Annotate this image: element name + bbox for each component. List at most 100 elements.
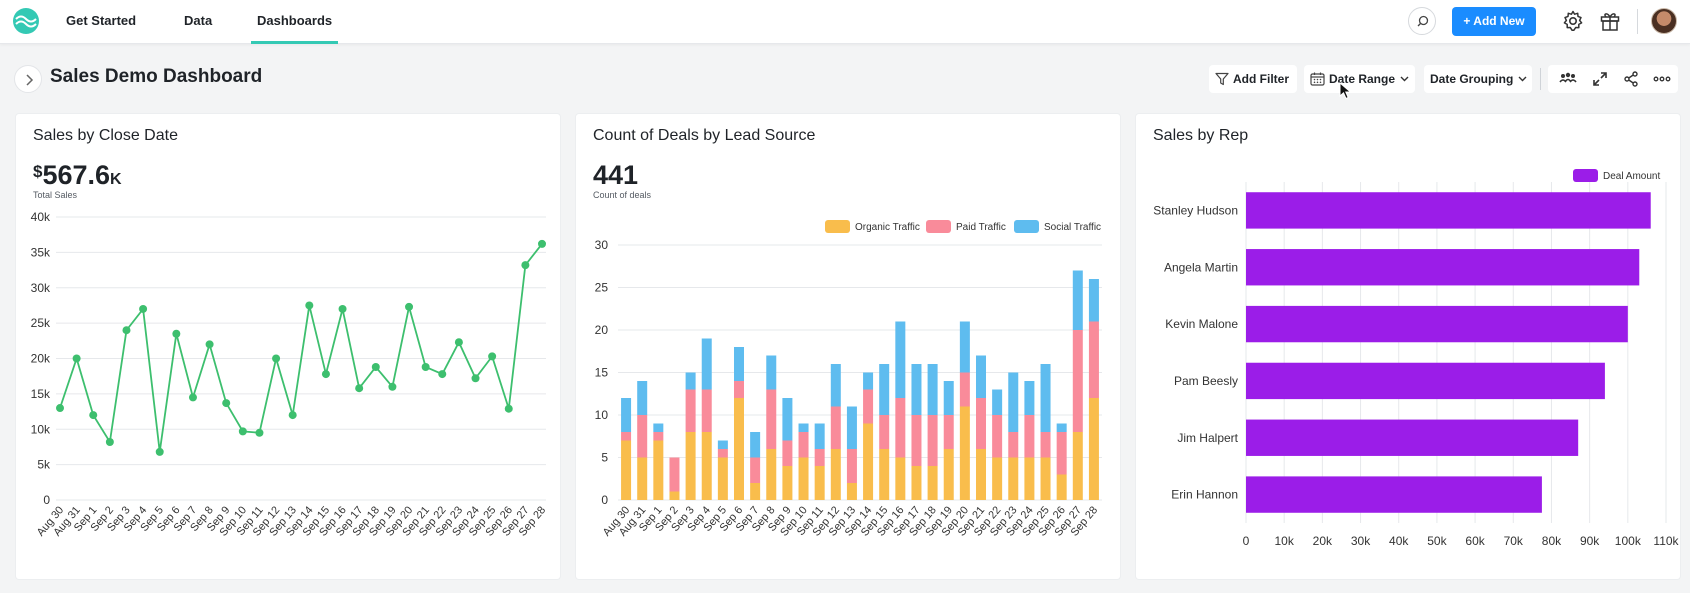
bar-segment[interactable] [798, 432, 809, 458]
bar-segment[interactable] [975, 355, 987, 399]
data-point[interactable] [471, 374, 480, 383]
data-point[interactable] [321, 370, 330, 379]
bar-segment[interactable] [685, 432, 696, 500]
bar-segment[interactable] [750, 483, 761, 500]
bar-segment[interactable] [1024, 457, 1035, 501]
bar-segment[interactable] [895, 321, 906, 399]
data-point[interactable] [405, 302, 414, 311]
bar-segment[interactable] [1056, 474, 1067, 501]
bar-segment[interactable] [717, 449, 728, 458]
bar-segment[interactable] [863, 372, 874, 390]
bar-segment[interactable] [685, 389, 696, 433]
bar-segment[interactable] [927, 364, 938, 415]
bar[interactable] [1246, 362, 1605, 400]
add-new-button[interactable]: + Add New [1452, 7, 1536, 36]
bar-segment[interactable] [943, 449, 954, 500]
more-icon[interactable] [1652, 69, 1672, 89]
bar-segment[interactable] [1024, 415, 1035, 458]
bar-segment[interactable] [766, 355, 777, 390]
bar[interactable] [1246, 249, 1640, 286]
bar-segment[interactable] [959, 372, 970, 407]
bar-segment[interactable] [669, 457, 680, 492]
bar-segment[interactable] [975, 398, 987, 449]
bar-segment[interactable] [1072, 270, 1083, 331]
logo-icon[interactable] [13, 8, 39, 34]
bar-segment[interactable] [830, 406, 841, 450]
bar-segment[interactable] [1008, 372, 1019, 433]
bar-segment[interactable] [653, 432, 664, 441]
data-point[interactable] [56, 404, 64, 413]
data-point[interactable] [122, 326, 131, 335]
bar-segment[interactable] [992, 457, 1003, 501]
search-button[interactable] [1408, 7, 1436, 35]
bar-segment[interactable] [653, 423, 664, 433]
bar-segment[interactable] [637, 457, 648, 501]
data-point[interactable] [454, 338, 463, 347]
data-point[interactable] [305, 301, 314, 310]
bar-segment[interactable] [911, 364, 922, 415]
bar-segment[interactable] [1088, 321, 1099, 399]
bar-segment[interactable] [1072, 330, 1083, 432]
date-grouping-button[interactable]: Date Grouping [1424, 65, 1532, 93]
group-icon[interactable] [1558, 69, 1578, 89]
bar-segment[interactable] [814, 423, 825, 450]
bar-segment[interactable] [943, 381, 954, 415]
bar-segment[interactable] [701, 338, 712, 390]
tab-get-started[interactable]: Get Started [66, 13, 137, 28]
bar-segment[interactable] [637, 415, 648, 458]
expand-sidebar-button[interactable] [14, 65, 42, 93]
data-point[interactable] [238, 427, 247, 436]
bar-segment[interactable] [782, 466, 793, 500]
data-point[interactable] [155, 447, 164, 456]
tab-dashboards[interactable]: Dashboards [250, 0, 339, 44]
bar-segment[interactable] [782, 440, 793, 467]
data-point[interactable] [338, 304, 347, 313]
share-icon[interactable] [1621, 69, 1641, 89]
bar-segment[interactable] [1024, 381, 1035, 415]
bar[interactable] [1246, 419, 1579, 456]
data-point[interactable] [272, 354, 281, 363]
date-range-button[interactable]: Date Range [1304, 65, 1415, 93]
bar-segment[interactable] [879, 449, 890, 500]
expand-icon[interactable] [1590, 69, 1610, 89]
bar-segment[interactable] [766, 449, 777, 500]
bar-segment[interactable] [992, 389, 1003, 416]
bar-segment[interactable] [782, 398, 793, 441]
data-point[interactable] [521, 261, 530, 270]
data-point[interactable] [172, 329, 181, 338]
bar-segment[interactable] [1040, 364, 1051, 432]
data-point[interactable] [421, 362, 430, 371]
data-point[interactable] [255, 428, 264, 437]
data-point[interactable] [538, 239, 546, 248]
data-point[interactable] [288, 411, 297, 420]
bar-segment[interactable] [621, 440, 632, 501]
bar-segment[interactable] [1040, 432, 1051, 458]
bar-segment[interactable] [798, 457, 809, 501]
bar-segment[interactable] [733, 398, 745, 500]
bar-segment[interactable] [846, 449, 857, 483]
data-point[interactable] [504, 404, 513, 413]
add-filter-button[interactable]: Add Filter [1209, 65, 1297, 93]
bar-segment[interactable] [621, 398, 632, 432]
bar-segment[interactable] [846, 406, 857, 450]
bar-segment[interactable] [669, 491, 680, 501]
bar-segment[interactable] [701, 389, 712, 433]
bar[interactable] [1246, 305, 1628, 343]
bar-segment[interactable] [685, 372, 696, 390]
bar-segment[interactable] [911, 466, 922, 500]
bar-segment[interactable] [750, 432, 761, 458]
bar-segment[interactable] [1088, 398, 1099, 500]
bar-segment[interactable] [927, 466, 938, 500]
bar-segment[interactable] [911, 415, 922, 466]
bar-segment[interactable] [766, 389, 777, 450]
bar-segment[interactable] [879, 415, 890, 449]
bar-segment[interactable] [830, 449, 841, 500]
gift-icon[interactable] [1598, 9, 1622, 33]
bar-segment[interactable] [621, 432, 632, 441]
bar-segment[interactable] [1072, 432, 1083, 500]
bar-segment[interactable] [701, 432, 712, 500]
data-point[interactable] [222, 399, 231, 408]
bar-segment[interactable] [863, 423, 874, 501]
bar-segment[interactable] [992, 415, 1003, 458]
data-point[interactable] [72, 354, 81, 363]
